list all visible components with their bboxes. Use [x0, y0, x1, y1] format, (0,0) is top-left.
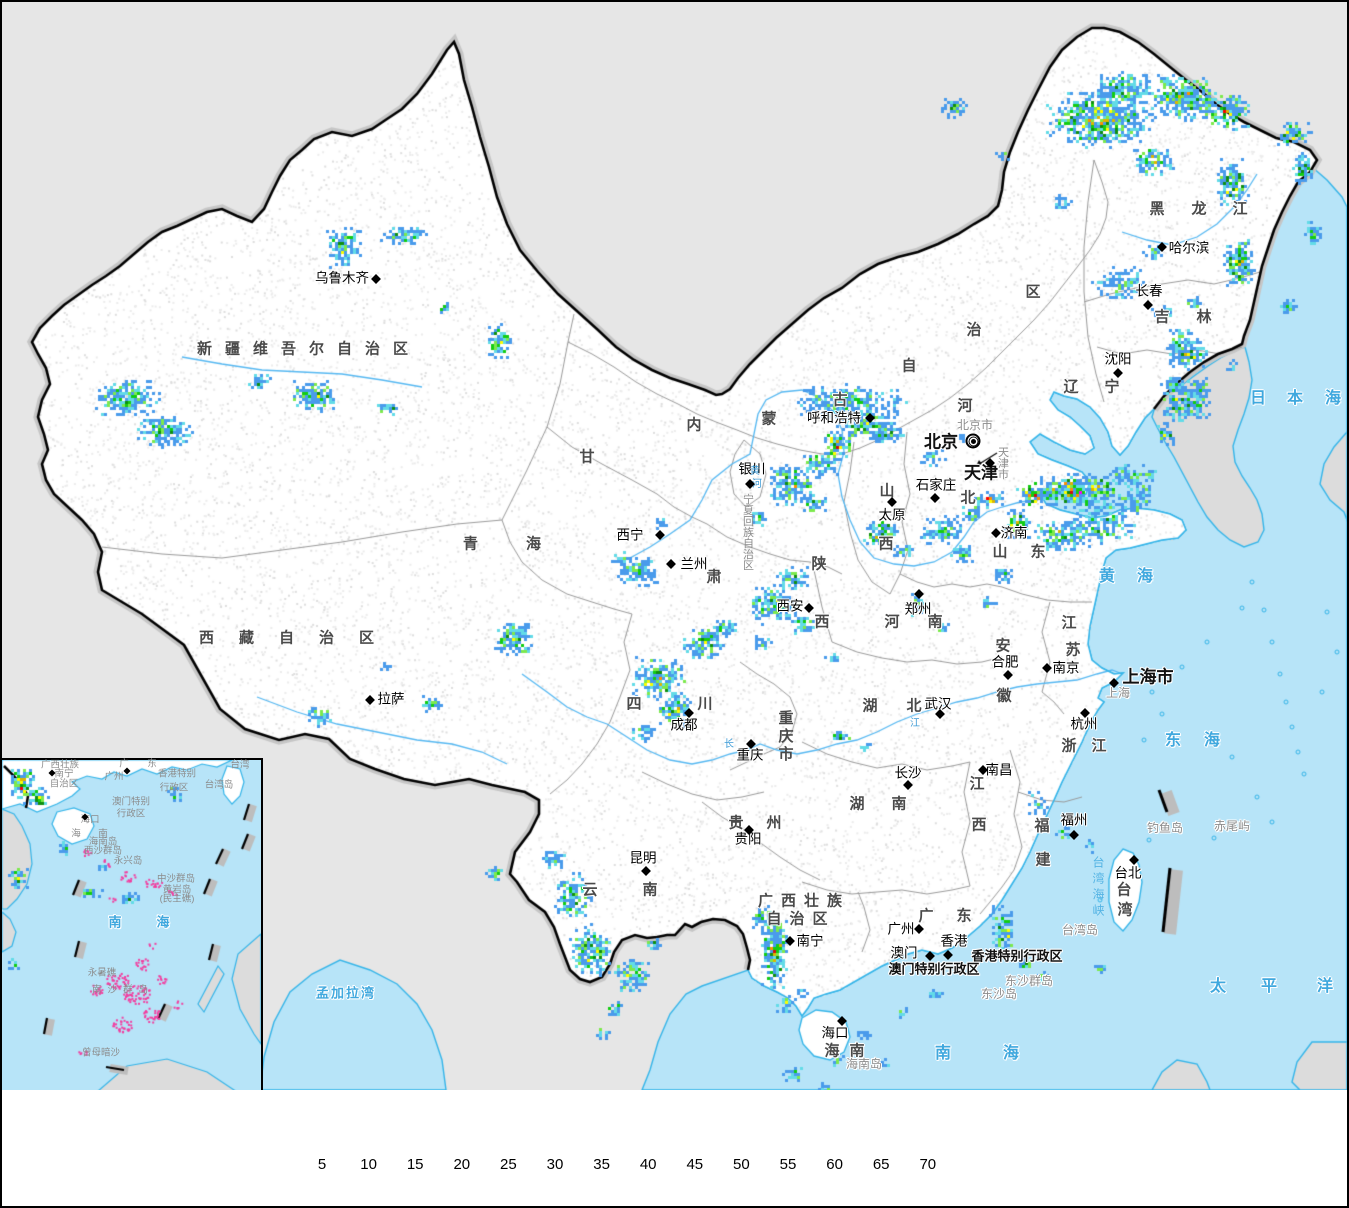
legend-tick: 35: [593, 1156, 610, 1173]
legend-tick: 55: [779, 1156, 797, 1173]
south-china-sea-inset: [2, 758, 263, 1092]
legend-tick: 10: [360, 1156, 377, 1173]
legend-tick: 50: [733, 1156, 750, 1173]
legend-tick: 30: [546, 1156, 564, 1173]
legend-tick: 20: [453, 1156, 471, 1173]
legend-tick: 45: [686, 1156, 704, 1173]
legend-tick: 70: [919, 1156, 937, 1173]
legend-tick: 40: [639, 1156, 657, 1173]
inset-canvas: [2, 760, 261, 1092]
legend-tick: 65: [872, 1156, 890, 1173]
china-radar-map: 新疆维吾尔自治区 西藏自治区 青海甘肃陕西山西山东河北河南湖北湖南四川贵州云南江西安…: [2, 2, 1347, 1092]
legend-tick: 25: [500, 1156, 517, 1173]
legend-tick: 60: [826, 1156, 843, 1173]
legend-tick: 5: [317, 1156, 327, 1173]
legend-tick: 15: [406, 1156, 424, 1173]
